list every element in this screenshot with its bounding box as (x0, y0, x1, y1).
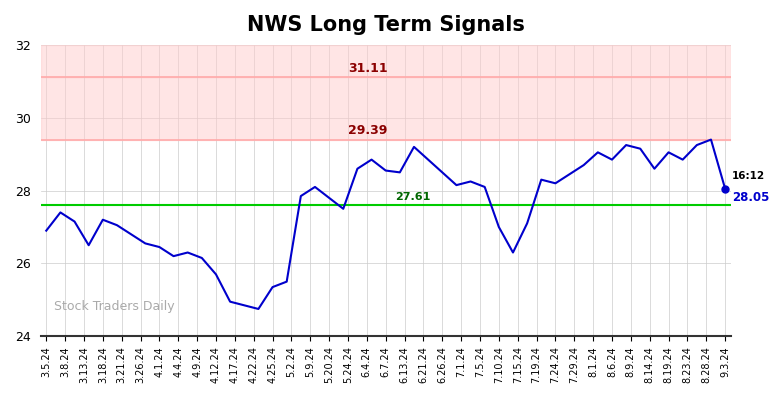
Title: NWS Long Term Signals: NWS Long Term Signals (247, 15, 524, 35)
Bar (41, 77, 731, 140)
Bar (41, 45, 731, 77)
Text: 31.11: 31.11 (348, 62, 387, 75)
Text: Stock Traders Daily: Stock Traders Daily (54, 300, 175, 313)
Text: 29.39: 29.39 (348, 125, 387, 137)
Text: 27.61: 27.61 (395, 192, 430, 202)
Text: 16:12: 16:12 (731, 172, 765, 181)
Text: 28.05: 28.05 (731, 191, 769, 204)
